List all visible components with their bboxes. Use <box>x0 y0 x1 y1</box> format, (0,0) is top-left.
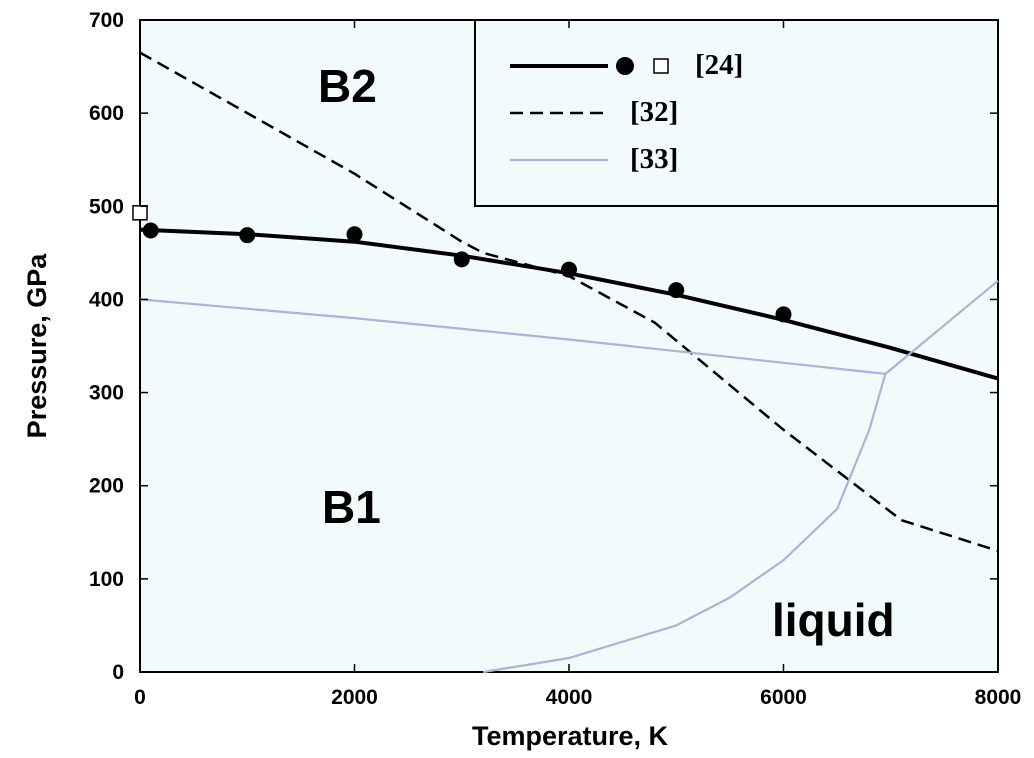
legend-label: [33] <box>630 143 678 175</box>
legend-label: [32] <box>630 96 678 128</box>
region-label-liquid: liquid <box>772 594 895 646</box>
legend-swatch-square <box>653 58 669 74</box>
x-axis-title: Temperature, K <box>472 721 669 751</box>
y-tick-label: 100 <box>89 568 124 591</box>
y-tick-label: 300 <box>89 382 124 405</box>
data-point-circle <box>346 226 363 243</box>
data-point-circle <box>142 222 159 239</box>
data-point-square <box>132 205 148 221</box>
legend-label: [24] <box>695 49 743 81</box>
y-tick-label: 600 <box>89 102 124 125</box>
series-light-line-4 <box>139 298 886 375</box>
y-axis-title: Pressure, GPa <box>22 253 52 439</box>
series-light-line-5 <box>884 279 999 375</box>
y-tick-label: 700 <box>89 9 124 32</box>
x-tick-label: 8000 <box>975 686 1022 709</box>
x-tick-label: 2000 <box>331 686 378 709</box>
series-light-line-6 <box>483 373 887 674</box>
x-tick-label: 6000 <box>760 686 807 709</box>
data-point-circle <box>668 282 685 299</box>
data-point-circle <box>561 261 577 278</box>
legend-swatch-circle <box>616 57 634 75</box>
region-label-b2: B2 <box>318 60 377 112</box>
x-tick-label: 4000 <box>546 686 593 709</box>
data-point-circle <box>453 251 470 268</box>
y-tick-label: 0 <box>112 661 124 684</box>
y-tick-label: 400 <box>89 288 124 311</box>
y-tick-label: 200 <box>89 475 124 498</box>
data-point-circle <box>239 227 256 244</box>
region-label-b1: B1 <box>322 481 381 533</box>
x-tick-label: 0 <box>134 686 146 709</box>
series-dashed-line-3 <box>139 51 999 553</box>
data-point-circle <box>775 306 792 323</box>
y-tick-label: 500 <box>89 195 124 218</box>
